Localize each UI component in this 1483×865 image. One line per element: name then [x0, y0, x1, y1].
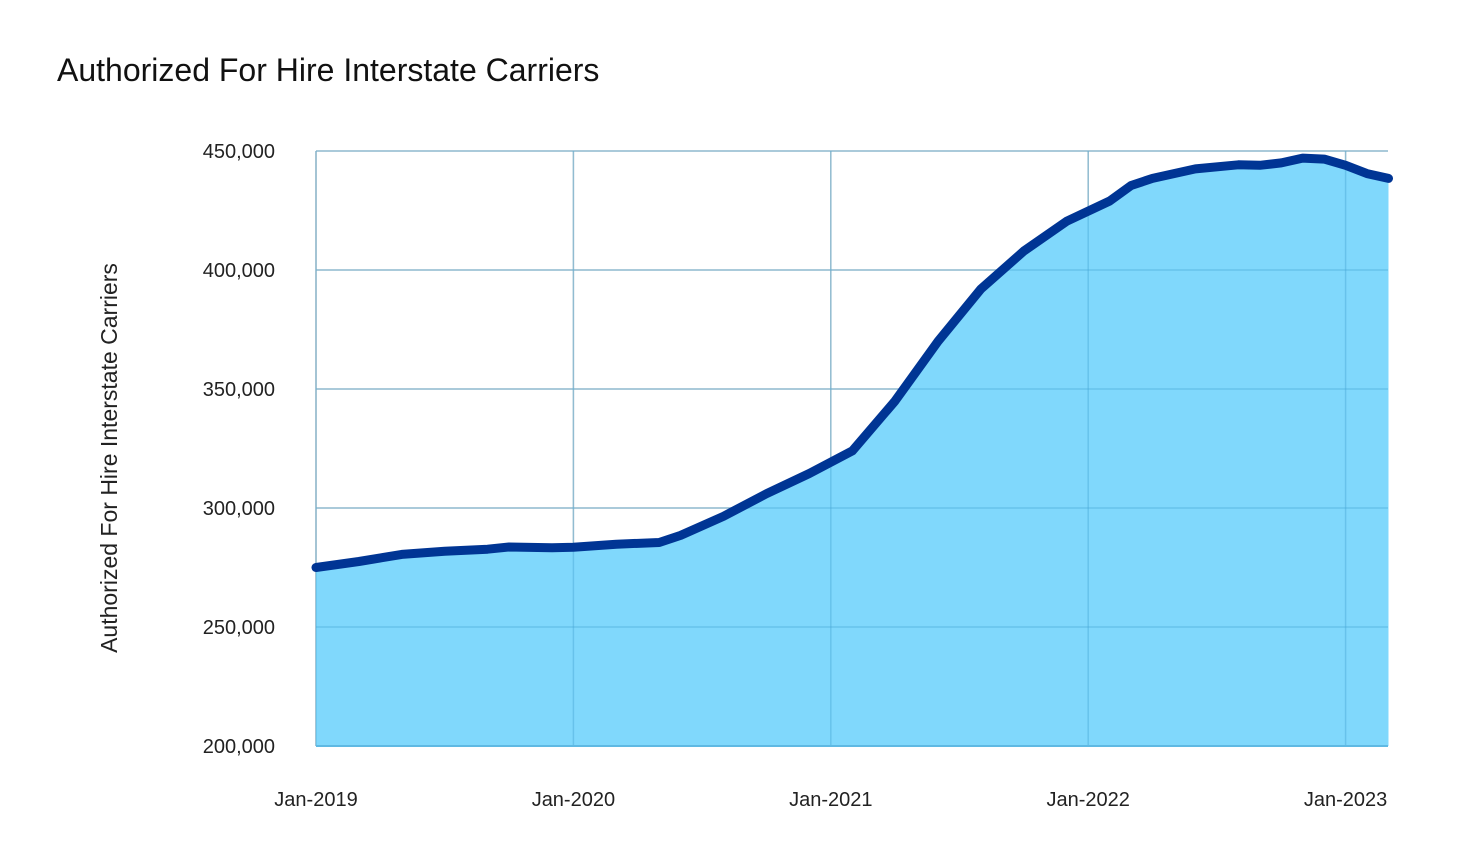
y-axis-tick-labels: 200,000 250,000 300,000 350,000 400,000 450,0…	[203, 141, 275, 758]
y-tick-label: 450,000	[203, 141, 275, 163]
x-axis-tick-labels: Jan-2019 Jan-2020 Jan-2021 Jan-2022 Jan-2023	[274, 789, 1387, 811]
x-tick-label: Jan-2023	[1304, 789, 1387, 811]
y-tick-label: 250,000	[203, 617, 275, 639]
series-line	[311, 153, 1393, 572]
x-tick-label: Jan-2022	[1046, 789, 1129, 811]
y-tick-label: 300,000	[203, 498, 275, 520]
y-tick-label: 350,000	[203, 379, 275, 401]
gridlines-over-area	[315, 150, 1388, 747]
x-tick-label: Jan-2019	[274, 789, 357, 811]
x-tick-label: Jan-2020	[532, 789, 615, 811]
x-tick-label: Jan-2021	[789, 789, 872, 811]
chart-title: Authorized For Hire Interstate Carriers	[57, 52, 600, 88]
y-tick-label: 200,000	[203, 736, 275, 758]
y-tick-label: 400,000	[203, 260, 275, 282]
y-axis-title: Authorized For Hire Interstate Carriers	[96, 263, 122, 653]
